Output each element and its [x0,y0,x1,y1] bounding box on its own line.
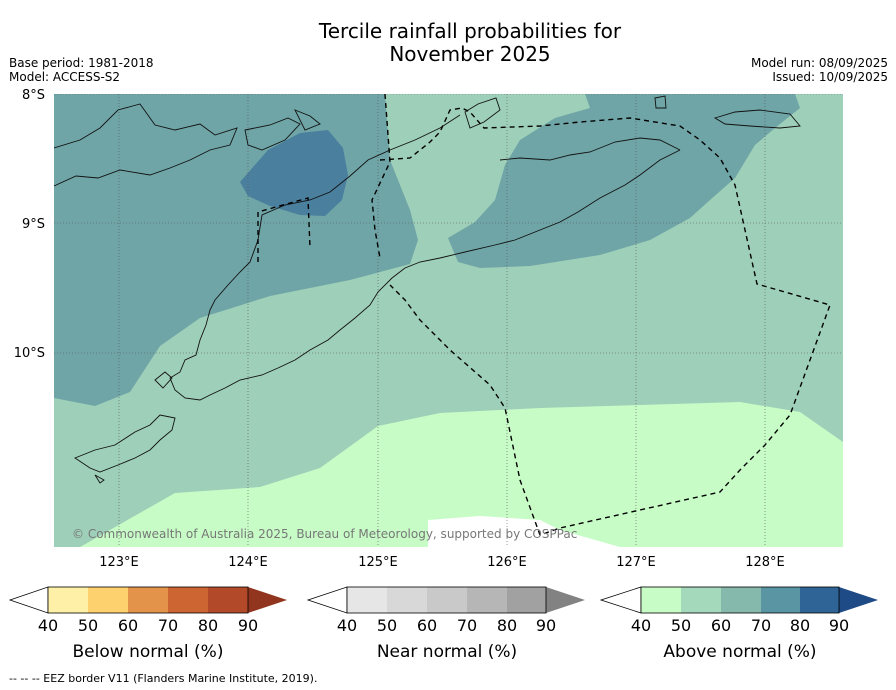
colorbar-below-normal-bin-40-50 [48,587,88,613]
cb0-tick-40: 40 [38,616,58,635]
coastlines [54,95,801,484]
lon-label-126e: 126°E [487,555,527,570]
cb2-tick-60: 60 [711,616,731,635]
prob-band-70-80 [240,130,348,216]
colorbar-below-normal-extend-high [248,587,287,613]
colorbar-above-normal-bin-80-90 [800,587,839,613]
lat-label-10s: 10°S [14,346,45,361]
eez-footnote: -- -- -- EEZ border V11 (Flanders Marine… [9,672,318,685]
copyright-text: © Commonwealth of Australia 2025, Bureau… [72,527,577,541]
colorbar-near-normal: 40 50 60 70 80 90 Near normal (%) [306,586,585,662]
base-period: Base period: 1981-2018 [9,56,154,70]
meta-right: Model run: 08/09/2025 Issued: 10/09/2025 [751,56,888,84]
colorbar-below-normal-bin-80-90 [208,587,248,613]
cb2-title: Above normal (%) [663,642,816,662]
colorbar-below-normal-bin-70-80 [168,587,208,613]
colorbar-below-normal-extend-low [8,586,49,614]
colorbar-above-normal-bin-40-50 [641,587,681,613]
cb1-tick-70: 70 [457,616,477,635]
colorbar-near-normal-bin-70-80 [467,587,507,613]
colorbar-below-normal: 40 50 60 70 80 90 Below normal (%) [8,586,287,662]
lon-label-125e: 125°E [358,555,398,570]
colorbar-near-normal-bin-50-60 [387,587,427,613]
model-run: Model run: 08/09/2025 [750,56,888,70]
cb1-tick-90: 90 [536,616,556,635]
colorbar-near-normal-extend-high [546,587,585,613]
cb2-tick-80: 80 [790,616,810,635]
cb0-tick-50: 50 [78,616,98,635]
cb2-tick-40: 40 [631,616,651,635]
colorbar-near-normal-bin-40-50 [347,587,387,613]
colorbar-near-normal-bin-80-90 [507,587,546,613]
model-name: Model: ACCESS-S2 [9,70,121,84]
colorbar-near-normal-bin-60-70 [427,587,467,613]
colorbar-near-normal-extend-low [306,586,348,614]
lon-label-124e: 124°E [228,555,268,570]
cb2-tick-50: 50 [671,616,691,635]
graticule [54,94,843,547]
colorbar-below-normal-bin-60-70 [128,587,168,613]
eez-border [257,94,831,536]
colorbar-above-normal-extend-high [839,587,878,613]
colorbar-above-normal-bin-70-80 [761,587,800,613]
cb0-title: Below normal (%) [73,642,224,662]
colorbar-above-normal-extend-low [599,586,642,614]
no-data-gap [428,516,620,547]
colorbar-above-normal-bin-60-70 [721,587,761,613]
cb1-title: Near normal (%) [377,642,517,662]
lat-label-9s: 9°S [22,217,45,232]
lon-label-128e: 128°E [745,555,785,570]
cb1-tick-40: 40 [337,616,357,635]
lat-label-8s: 8°S [22,88,45,103]
title-line-2: November 2025 [389,42,551,66]
meta-left: Base period: 1981-2018 Model: ACCESS-S2 [9,56,154,84]
cb2-tick-70: 70 [751,616,771,635]
lon-label-127e: 127°E [616,555,656,570]
colorbar-above-normal: 40 50 60 70 80 90 Above normal (%) [599,586,878,662]
cb0-tick-90: 90 [238,616,258,635]
map-area: © Commonwealth of Australia 2025, Bureau… [54,94,843,547]
lon-label-123e: 123°E [99,555,139,570]
cb1-tick-60: 60 [417,616,437,635]
cb0-tick-70: 70 [158,616,178,635]
title-line-1: Tercile rainfall probabilities for [318,19,622,43]
colorbar-above-normal-bin-50-60 [681,587,721,613]
cb0-tick-60: 60 [118,616,138,635]
cb1-tick-80: 80 [497,616,517,635]
cb2-tick-90: 90 [829,616,849,635]
prob-band-40-50 [80,402,843,547]
colorbar-below-normal-bin-50-60 [88,587,128,613]
cb0-tick-80: 80 [198,616,218,635]
prob-band-60-70-east [448,94,800,268]
cb1-tick-50: 50 [377,616,397,635]
issued-date: Issued: 10/09/2025 [772,70,888,84]
map-title: Tercile rainfall probabilities for Novem… [0,20,896,66]
